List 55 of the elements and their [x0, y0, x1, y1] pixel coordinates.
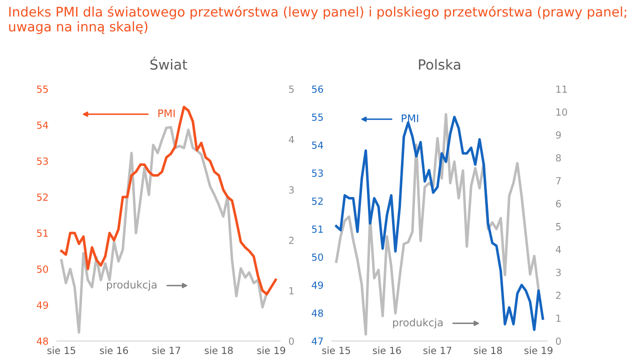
x-tick-label: sie 17	[423, 346, 452, 354]
series-label: produkcja	[393, 318, 443, 328]
y2-tick-label: 2	[289, 236, 294, 244]
x-tick-label: sie 19	[524, 346, 552, 354]
text: Indeks PMI dla światowego przetwórstwa (lewy panel) i polskiego przetwórstwa (prawy panel; uwaga na inną skalę)	[9, 6, 626, 34]
y-tick-label: 52	[37, 193, 48, 201]
line-series	[60, 106, 277, 296]
y2-tick-label: 7	[556, 177, 561, 184]
y-tick-label: 52	[312, 197, 323, 205]
y-tick-label: 48	[312, 309, 323, 317]
y-tick-label: 50	[37, 265, 48, 273]
x-tick-label: sie 18	[474, 346, 502, 354]
y-tick-label: 49	[312, 281, 323, 289]
y2-tick-label: 4	[288, 136, 294, 144]
y2-tick-label: 5	[556, 223, 561, 230]
y2-tick-label: 11	[556, 86, 567, 93]
legend-label: PMI	[402, 114, 418, 122]
x-tick-label: sie 16	[372, 346, 401, 354]
y2-tick-label: 2	[556, 292, 561, 299]
y2-tick-label: 1	[289, 287, 294, 294]
x-tick-label: sie 15	[322, 346, 350, 354]
y2-tick-label: 1	[556, 314, 561, 322]
chart-title: Polska	[418, 59, 460, 70]
y2-tick-label: 9	[556, 131, 561, 139]
series-label: produkcja	[107, 280, 156, 291]
y-tick-label: 53	[37, 157, 48, 165]
y-tick-label: 53	[312, 169, 323, 177]
y-tick-label: 49	[36, 301, 48, 309]
y2-tick-label: 6	[556, 200, 561, 208]
y-tick-label: 51	[37, 230, 48, 237]
y-tick-label: 50	[312, 253, 324, 261]
y-tick-label: 54	[37, 122, 48, 129]
y-tick-label: 47	[312, 338, 323, 345]
x-tick-label: sie 16	[100, 346, 128, 354]
y2-tick-label: 3	[556, 268, 561, 276]
chart-title: Świat	[150, 56, 188, 70]
y-tick-label: 55	[37, 86, 48, 93]
x-tick-label: sie 19	[257, 346, 286, 354]
y-tick-label: 48	[36, 337, 48, 345]
x-tick-label: sie 18	[204, 346, 233, 354]
y-tick-label: 56	[312, 85, 324, 93]
y2-tick-label: 0	[556, 337, 561, 345]
y2-tick-label: 10	[556, 108, 568, 116]
y-tick-label: 54	[312, 142, 324, 149]
y-tick-label: 55	[312, 114, 323, 121]
y-tick-label: 51	[312, 226, 323, 233]
line-series	[60, 126, 268, 334]
y2-tick-label: 0	[288, 337, 294, 345]
series-label: PMI	[158, 109, 175, 118]
y2-tick-label: 4	[556, 246, 561, 254]
x-tick-label: sie 17	[152, 346, 180, 354]
x-tick-label: sie 15	[47, 346, 76, 354]
y2-tick-label: 8	[556, 154, 561, 162]
y2-tick-label: 3	[289, 186, 294, 194]
y2-tick-label: 5	[289, 86, 294, 93]
